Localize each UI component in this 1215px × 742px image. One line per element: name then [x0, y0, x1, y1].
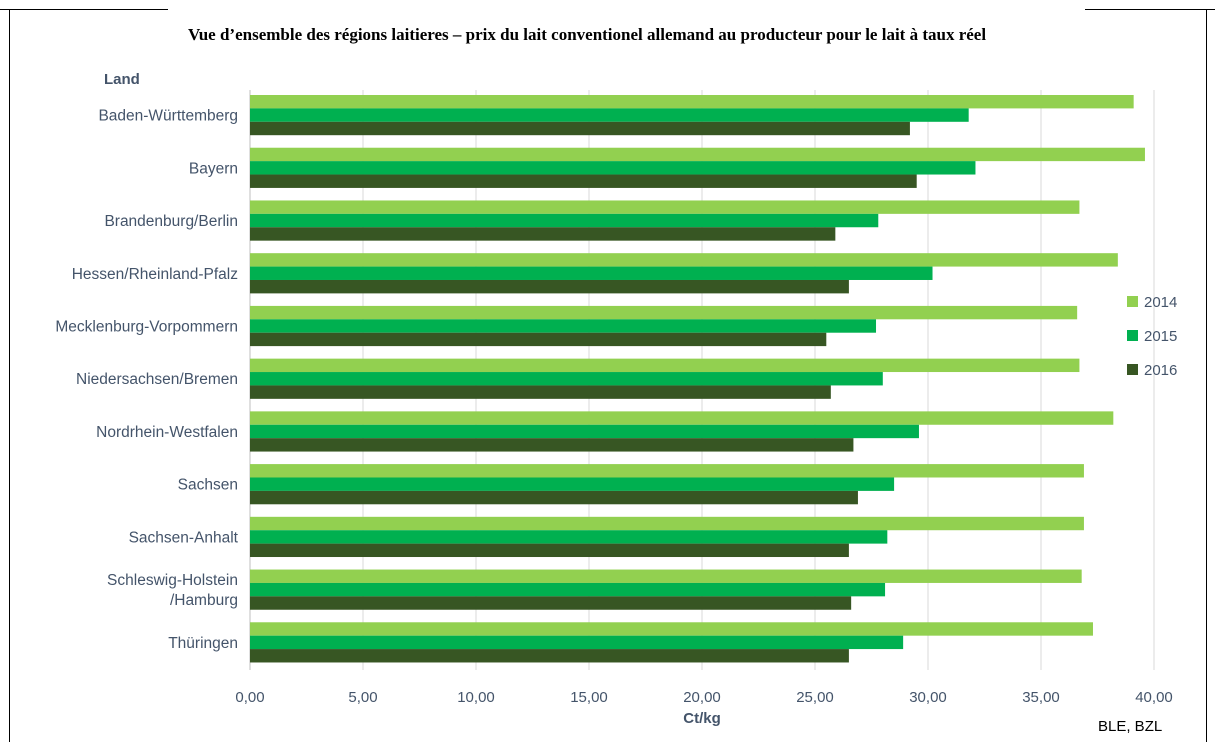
- category-label: Bayern: [189, 160, 238, 177]
- bar-2016: [250, 490, 858, 505]
- chart-title: Vue d’ensemble des régions laitieres – p…: [188, 25, 987, 44]
- bar-2015: [250, 635, 904, 650]
- category-label: Hessen/Rheinland-Pfalz: [72, 266, 238, 283]
- x-tick-labels: 0,00 5,00 10,00 15,00 20,00 25,00 30,00 35,00 40…: [235, 689, 1172, 706]
- x-tick-label: 35,00: [1022, 689, 1060, 706]
- legend-swatch: [1127, 364, 1138, 375]
- bar-2014: [250, 95, 1134, 109]
- bar-2015: [250, 108, 969, 122]
- x-tick-label: 30,00: [909, 689, 947, 706]
- bar-2016: [250, 596, 852, 610]
- bar-2014: [250, 147, 1145, 162]
- bar-2016: [250, 438, 854, 452]
- bar-2015: [250, 319, 877, 333]
- bars: [250, 95, 1145, 663]
- category-label: Mecklenburg-Vorpommern: [55, 319, 238, 336]
- legend-label: 2015: [1144, 328, 1177, 345]
- x-tick-label: 10,00: [457, 689, 495, 706]
- bar-2014: [250, 622, 1093, 636]
- bar-2016: [250, 227, 836, 241]
- x-tick-label: 25,00: [796, 689, 834, 706]
- bar-2015: [250, 372, 883, 386]
- category-label: Sachsen: [178, 477, 238, 494]
- legend-label: 2014: [1144, 294, 1177, 311]
- x-tick-label: 15,00: [570, 689, 608, 706]
- bar-2016: [250, 279, 849, 294]
- bar-2016: [250, 543, 849, 558]
- legend-swatch: [1127, 330, 1138, 341]
- x-axis-title: Ct/kg: [683, 710, 721, 727]
- y-axis-title: Land: [104, 71, 140, 88]
- bar-2015: [250, 266, 933, 280]
- category-label: Sachsen-Anhalt: [129, 529, 239, 546]
- legend-label: 2016: [1144, 362, 1177, 379]
- bar-2014: [250, 411, 1114, 425]
- category-label: Brandenburg/Berlin: [104, 213, 238, 230]
- category-label: Nordrhein-Westfalen: [96, 424, 238, 441]
- x-tick-label: 20,00: [683, 689, 721, 706]
- bar-2015: [250, 477, 895, 491]
- x-tick-label: 0,00: [235, 689, 264, 706]
- category-label: Niedersachsen/Bremen: [76, 371, 238, 388]
- legend: 2014 2015 2016: [1127, 294, 1177, 379]
- category-labels: Baden-Württemberg Bayern Brandenburg/Berli…: [55, 108, 238, 652]
- bar-2015: [250, 424, 919, 439]
- bar-2016: [250, 385, 831, 399]
- bar-2014: [250, 253, 1118, 267]
- bar-2015: [250, 582, 886, 597]
- legend-swatch: [1127, 296, 1138, 307]
- bar-2014: [250, 305, 1078, 320]
- bar-2016: [250, 649, 849, 663]
- category-label: Baden-Württemberg: [98, 108, 238, 125]
- bar-2014: [250, 464, 1084, 478]
- bar-2016: [250, 332, 827, 347]
- bar-2014: [250, 569, 1082, 583]
- bar-2016: [250, 174, 917, 188]
- x-tick-label: 40,00: [1135, 689, 1173, 706]
- bar-2015: [250, 530, 888, 544]
- bar-2015: [250, 161, 976, 175]
- x-tick-label: 5,00: [348, 689, 377, 706]
- bar-2014: [250, 200, 1080, 214]
- category-label: Schleswig-Holstein: [107, 572, 238, 589]
- bar-2015: [250, 213, 879, 228]
- category-label: Thüringen: [168, 635, 238, 652]
- source-label: BLE, BZL: [1098, 718, 1162, 735]
- bar-2014: [250, 358, 1080, 373]
- bar-2016: [250, 121, 910, 136]
- category-label: /Hamburg: [170, 592, 238, 609]
- bar-2014: [250, 516, 1084, 531]
